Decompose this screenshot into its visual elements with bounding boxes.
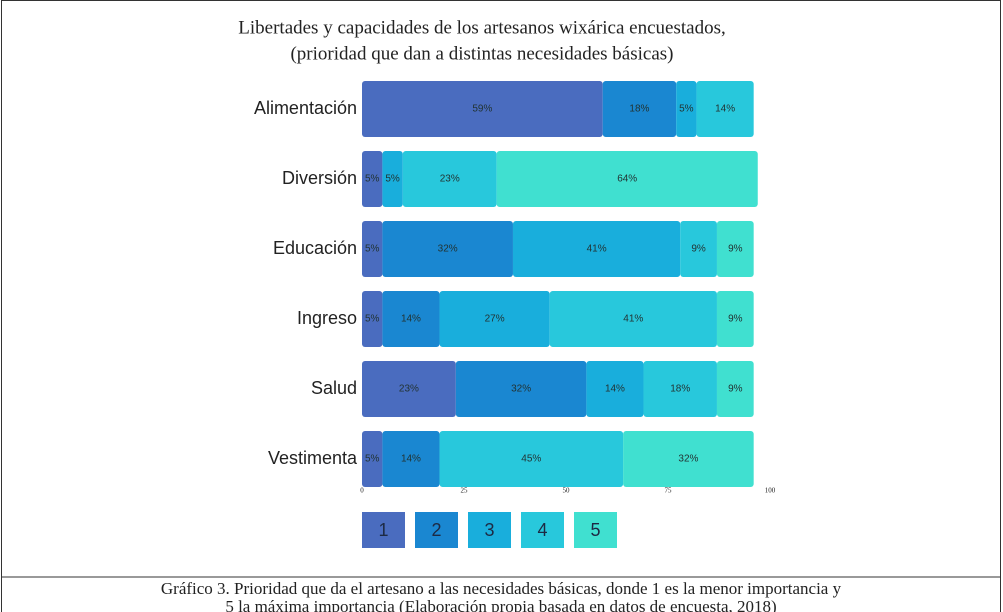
x-tick-label: 25 [461,487,469,495]
category-label: Diversión [282,168,357,188]
category-label: Ingreso [297,308,357,328]
data-label: 9% [728,384,743,395]
data-label: 32% [678,454,698,465]
bar-segment [716,361,754,417]
bar-segment [512,221,681,277]
legend-swatch [468,512,511,548]
bar-segment [402,151,497,207]
bar-segment [382,291,440,347]
data-label: 41% [587,244,607,255]
bar-segment [439,291,550,347]
bar-segment [362,291,383,347]
caption: 5 la máxima importancia (Elaboración pro… [225,597,776,612]
bar-segment [382,151,403,207]
bar-segment [362,431,383,487]
data-label: 14% [401,454,421,465]
bar-segment [382,431,440,487]
bar-segment [549,291,717,347]
legend-label: 3 [484,520,494,540]
category-label: Alimentación [254,98,357,118]
data-label: 5% [365,244,380,255]
x-tick-label: 0 [360,487,364,495]
data-label: 64% [617,174,637,185]
bar-segment [623,431,754,487]
data-label: 5% [365,314,380,325]
data-label: 5% [365,174,380,185]
data-label: 18% [629,104,649,115]
data-label: 59% [472,104,492,115]
data-label: 5% [679,104,694,115]
bar-segment [382,221,513,277]
data-label: 23% [440,174,460,185]
data-label: 27% [485,314,505,325]
data-label: 23% [399,384,419,395]
data-label: 9% [728,314,743,325]
legend-swatch [415,512,458,548]
category-label: Salud [311,378,357,398]
data-label: 9% [691,244,706,255]
data-label: 14% [401,314,421,325]
bar-segment [362,361,456,417]
bar-segment [602,81,677,137]
data-label: 5% [365,454,380,465]
legend-label: 1 [378,520,388,540]
bar-segment [716,221,754,277]
bar-segment [362,221,383,277]
x-tick-label: 75 [665,487,673,495]
bar-segment [586,361,644,417]
bar-segment [439,431,624,487]
data-label: 5% [385,174,400,185]
chart-title: Libertades y capacidades de los artesano… [238,17,725,38]
bar-segment [716,291,754,347]
data-label: 45% [521,454,541,465]
data-label: 32% [438,244,458,255]
data-label: 14% [715,104,735,115]
caption: Gráfico 3. Prioridad que da el artesano … [161,579,842,598]
bar-segment [676,81,697,137]
bar-segment [643,361,717,417]
legend-swatch [362,512,405,548]
data-label: 18% [670,384,690,395]
legend-label: 2 [431,520,441,540]
data-label: 9% [728,244,743,255]
bar-segment [696,81,754,137]
bar-segment [496,151,758,207]
chart-title: (prioridad que dan a distintas necesidad… [290,43,673,64]
legend-swatch [521,512,564,548]
bar-segment [362,81,603,137]
category-label: Educación [273,238,357,258]
bar-segment [455,361,587,417]
data-label: 32% [511,384,531,395]
legend-label: 4 [537,520,547,540]
category-label: Vestimenta [268,448,358,468]
legend-label: 5 [590,520,600,540]
bar-segment [680,221,717,277]
legend-swatch [574,512,617,548]
bar-segment [362,151,383,207]
x-tick-label: 50 [563,487,571,495]
x-tick-label: 100 [765,487,776,495]
data-label: 14% [605,384,625,395]
data-label: 41% [623,314,643,325]
